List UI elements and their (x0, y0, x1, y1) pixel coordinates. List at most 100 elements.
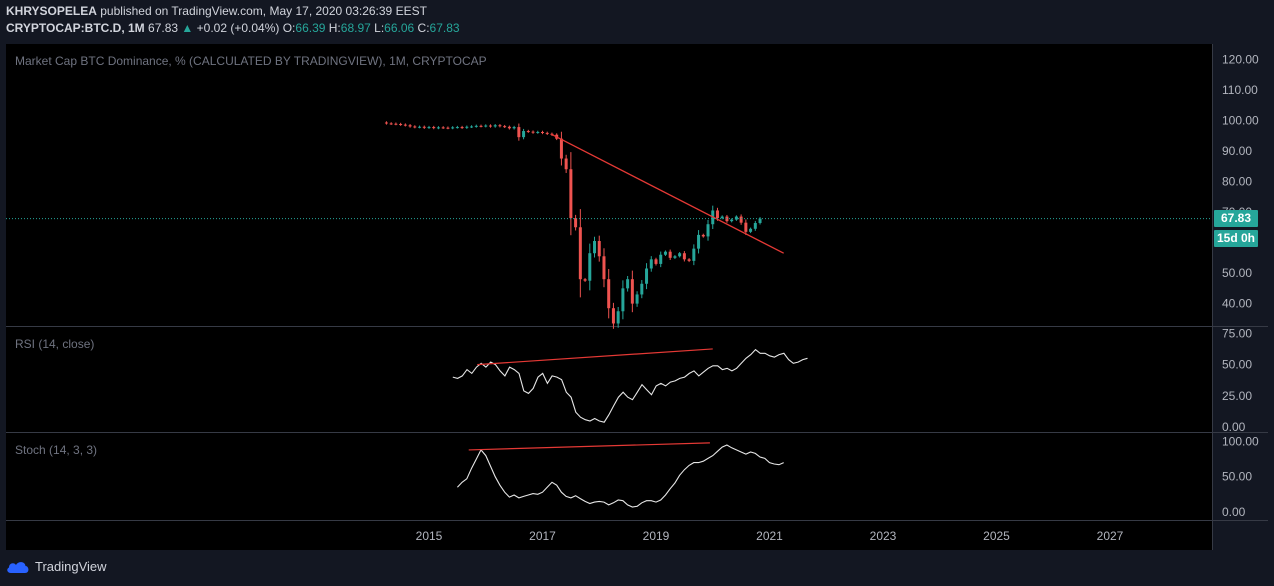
last-value: 67.83 (148, 21, 179, 35)
candles-group (384, 121, 762, 329)
candle-body (408, 125, 412, 127)
stoch-pane-title: Stoch (14, 3, 3) (15, 443, 98, 457)
candle-body (753, 222, 757, 229)
x-tick-label: 2025 (983, 529, 1010, 543)
published-text: published on TradingView.com, May 17, 20… (100, 4, 427, 18)
candle-body (446, 127, 450, 129)
candle-body (607, 279, 611, 309)
candle-body (559, 138, 563, 159)
stoch-tick-label: 100.00 (1222, 434, 1259, 448)
candle-body (663, 251, 667, 255)
price-tick-label: 120.00 (1222, 52, 1259, 66)
rsi-tick-label: 50.00 (1222, 358, 1252, 372)
candle-body (749, 228, 753, 232)
candle-body (616, 311, 620, 324)
high-value: 68.97 (340, 21, 371, 35)
candle-body (611, 308, 615, 324)
candle-body (564, 158, 568, 170)
candle-body (687, 259, 691, 261)
candle-body (413, 126, 417, 128)
stoch-line-trendline (468, 442, 710, 451)
rsi-tick-label: 75.00 (1222, 326, 1252, 340)
candle-body (578, 227, 582, 280)
candle-body (734, 216, 738, 220)
bar-countdown-tag: 15d 0h (1214, 229, 1258, 247)
candle-body (574, 218, 578, 228)
candle-body (545, 132, 549, 134)
candle-body (394, 123, 398, 125)
y-axis-labels: 40.0050.0060.0070.0080.0090.00100.00110.… (1222, 52, 1259, 519)
candle-body (541, 131, 544, 133)
candle-body (630, 279, 634, 304)
candle-body (739, 216, 743, 223)
candle-body (493, 125, 497, 127)
main-pane-title: Market Cap BTC Dominance, % (CALCULATED … (15, 54, 487, 68)
candle-body (692, 248, 696, 261)
candle-body (498, 125, 502, 127)
low-label: L: (374, 21, 385, 35)
candle-body (659, 254, 663, 264)
candle-body (744, 222, 748, 232)
brand-name: TradingView (35, 559, 107, 574)
price-tick-label: 80.00 (1222, 174, 1252, 188)
candle-body (465, 126, 469, 128)
candle-body (517, 127, 521, 138)
candle-body (455, 127, 459, 129)
candle-body (436, 127, 440, 129)
candle-body (479, 125, 483, 127)
candle-body (536, 131, 540, 133)
candle-body (758, 218, 762, 223)
candle-body (715, 210, 719, 219)
low-value: 66.06 (384, 21, 415, 35)
author-name[interactable]: KHRYSOPELEA (6, 4, 97, 18)
candle-body (399, 124, 403, 126)
close-label: C: (417, 21, 430, 35)
candle-body (526, 131, 530, 133)
candle-body (673, 256, 677, 258)
candle-body (602, 256, 606, 280)
candle-body (441, 127, 445, 129)
x-tick-label: 2015 (416, 529, 443, 543)
ohlc-line: CRYPTOCAP:BTC.D, 1M 67.83 ▲ +0.02 (+0.04… (6, 21, 460, 35)
candle-body (668, 251, 672, 258)
x-tick-label: 2019 (643, 529, 670, 543)
candle-body (583, 279, 587, 281)
rsi-group (452, 348, 808, 423)
x-tick-label: 2021 (756, 529, 783, 543)
candle-body (522, 131, 526, 138)
price-trendline-group (550, 133, 784, 254)
candle-body (418, 126, 422, 128)
candle-body (593, 241, 597, 254)
high-label: H: (328, 21, 341, 35)
rsi-pane-title: RSI (14, close) (15, 337, 95, 351)
x-tick-label: 2023 (870, 529, 897, 543)
up-arrow-icon: ▲ (181, 21, 194, 35)
price-tick-label: 100.00 (1222, 113, 1259, 127)
price-tick-label: 90.00 (1222, 144, 1252, 158)
candle-body (730, 219, 734, 222)
x-tick-label: 2017 (529, 529, 556, 543)
price-tick-label: 50.00 (1222, 266, 1252, 280)
stoch-group (456, 442, 784, 508)
candle-body (701, 234, 705, 237)
price-tick-label: 110.00 (1222, 83, 1258, 97)
tradingview-logo[interactable]: TradingView (6, 559, 107, 574)
candle-body (682, 253, 686, 260)
candle-body (697, 234, 701, 249)
candle-body (569, 169, 573, 219)
candle-body (626, 279, 630, 289)
x-tick-label: 2027 (1097, 529, 1124, 543)
candle-body (503, 126, 507, 128)
candle-body (597, 241, 601, 257)
candle-body (640, 283, 644, 295)
candle-body (470, 126, 474, 128)
rsi-line (452, 348, 808, 423)
candle-body (507, 126, 511, 129)
close-value: 67.83 (429, 21, 460, 35)
x-axis-labels: 2015 2017 2019 2021 2023 2025 2027 (416, 529, 1124, 543)
candle-body (635, 294, 639, 304)
candle-body (422, 126, 426, 128)
change-value: +0.02 (+0.04%) (196, 21, 280, 35)
candle-body (403, 124, 407, 126)
